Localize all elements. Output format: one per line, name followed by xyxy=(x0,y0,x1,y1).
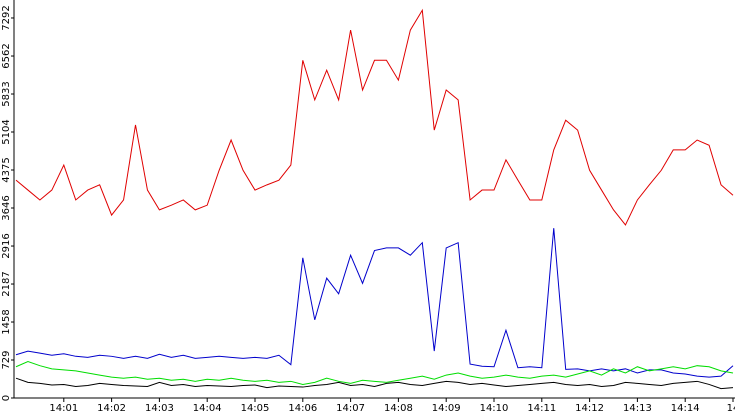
x-tick-label: 14:04 xyxy=(193,403,222,414)
x-tick-label: 14:03 xyxy=(145,403,174,414)
series-line xyxy=(15,228,734,378)
x-tick-label: 14:08 xyxy=(384,403,413,414)
y-tick-label: 5833 xyxy=(1,81,12,106)
x-tick-label: 14:07 xyxy=(336,403,365,414)
x-tick-label: 14:02 xyxy=(97,403,126,414)
y-tick-label: 3646 xyxy=(1,195,12,220)
x-tick-label: 14:01 xyxy=(49,403,78,414)
series-line xyxy=(15,8,734,226)
y-tick-label: 5104 xyxy=(1,119,12,144)
x-tick-label: 14:06 xyxy=(288,403,317,414)
y-tick-label: 6562 xyxy=(1,43,12,68)
series-line xyxy=(15,377,734,390)
x-tick-label: 14 xyxy=(727,403,735,414)
x-tick-label: 14:11 xyxy=(527,403,556,414)
y-tick-label: 2187 xyxy=(1,271,12,296)
y-tick-label: 4375 xyxy=(1,157,12,182)
x-tick-label: 14:09 xyxy=(432,403,461,414)
x-tick-label: 14:14 xyxy=(671,403,700,414)
y-tick-label: 2916 xyxy=(1,233,12,258)
x-tick-label: 14:13 xyxy=(623,403,652,414)
y-tick-label: 1458 xyxy=(1,309,12,334)
y-tick-label: 729 xyxy=(1,350,12,369)
x-tick-label: 14:12 xyxy=(575,403,604,414)
series-line xyxy=(15,360,734,385)
x-tick-label: 14:10 xyxy=(480,403,509,414)
x-tick-label: 14:05 xyxy=(241,403,270,414)
y-tick-label: 0 xyxy=(1,395,12,401)
y-tick-label: 7292 xyxy=(1,5,12,30)
